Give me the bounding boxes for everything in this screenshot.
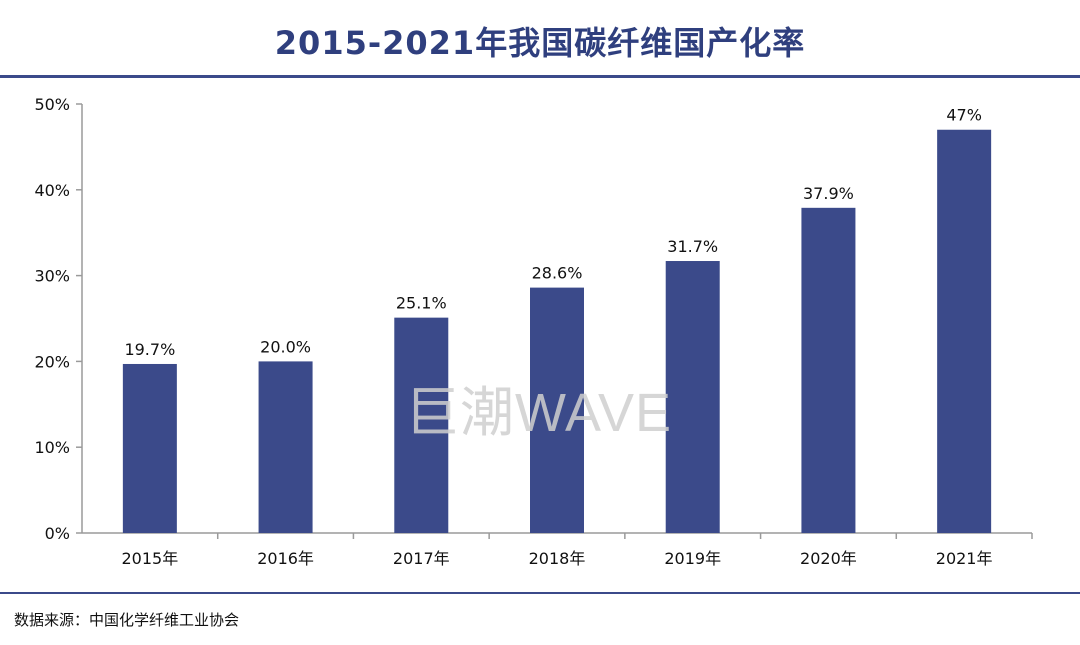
bar-4 [530, 287, 584, 533]
footer-divider [0, 592, 1080, 594]
y-tick-label: 0% [45, 524, 70, 543]
y-tick-label: 10% [34, 438, 70, 457]
x-category-label: 2019年 [664, 549, 721, 568]
bar-value-label: 31.7% [667, 237, 718, 256]
x-category-label: 2020年 [800, 549, 857, 568]
bar-value-label: 19.7% [124, 340, 175, 359]
x-category-label: 2018年 [529, 549, 586, 568]
chart-title: 2015-2021年我国碳纤维国产化率 [274, 24, 806, 62]
bar-7 [937, 129, 992, 534]
y-tick-label: 40% [34, 181, 70, 200]
x-category-label: 2017年 [393, 549, 450, 568]
bar-6 [801, 207, 856, 533]
bar-2 [258, 361, 313, 533]
bar-1 [122, 363, 177, 533]
bar-3 [394, 317, 449, 533]
y-tick-label: 20% [34, 352, 70, 371]
bar-value-label: 37.9% [803, 184, 854, 203]
bar-value-label: 28.6% [532, 264, 583, 283]
bar-value-label: 25.1% [396, 294, 447, 313]
x-category-label: 2021年 [936, 549, 993, 568]
data-source-note: 数据来源：中国化学纤维工业协会 [14, 611, 240, 629]
y-tick-label: 50% [34, 95, 70, 114]
title-divider [0, 75, 1080, 78]
y-tick-label: 30% [34, 267, 70, 286]
x-category-label: 2015年 [121, 549, 178, 568]
x-category-label: 2016年 [257, 549, 314, 568]
watermark-text: 巨潮WAVE [405, 383, 673, 443]
bar-5 [665, 261, 720, 533]
bar-value-label: 20.0% [260, 337, 311, 356]
bar-value-label: 47% [946, 106, 982, 125]
